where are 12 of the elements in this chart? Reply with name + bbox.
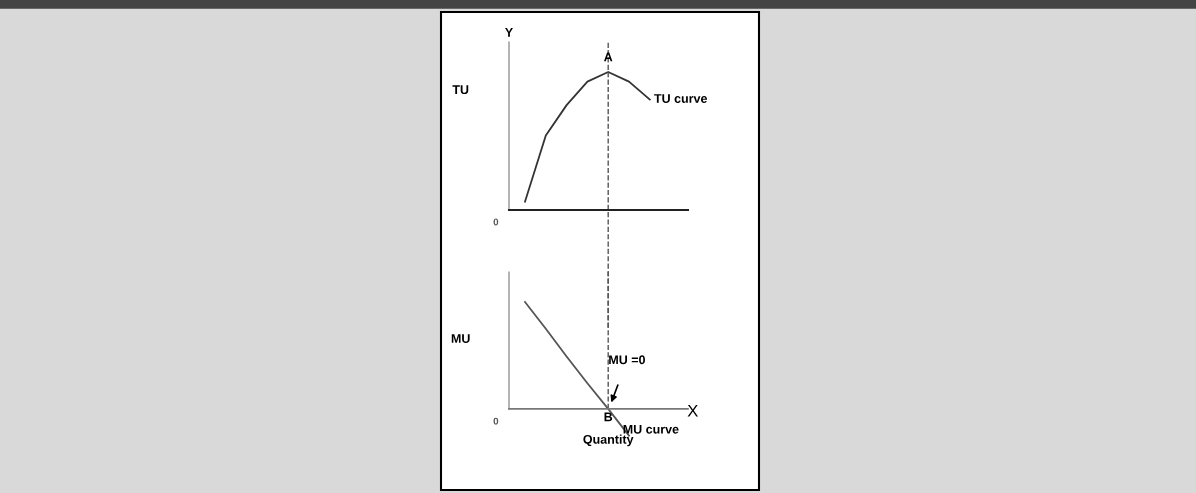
text: 0 <box>493 417 499 425</box>
text: Y <box>505 28 513 37</box>
text: A <box>604 52 613 62</box>
annotation: B <box>604 412 613 422</box>
annotation: TU curve <box>654 94 708 103</box>
x-axis-title: Quantity <box>583 434 634 447</box>
annotation: MU =0 <box>609 355 645 365</box>
text: 0 <box>493 218 499 226</box>
y-axis-title: TU <box>452 85 469 95</box>
y-axis-title: MU <box>451 334 470 343</box>
annotation: MU curve <box>623 424 679 434</box>
text: X <box>687 404 699 417</box>
